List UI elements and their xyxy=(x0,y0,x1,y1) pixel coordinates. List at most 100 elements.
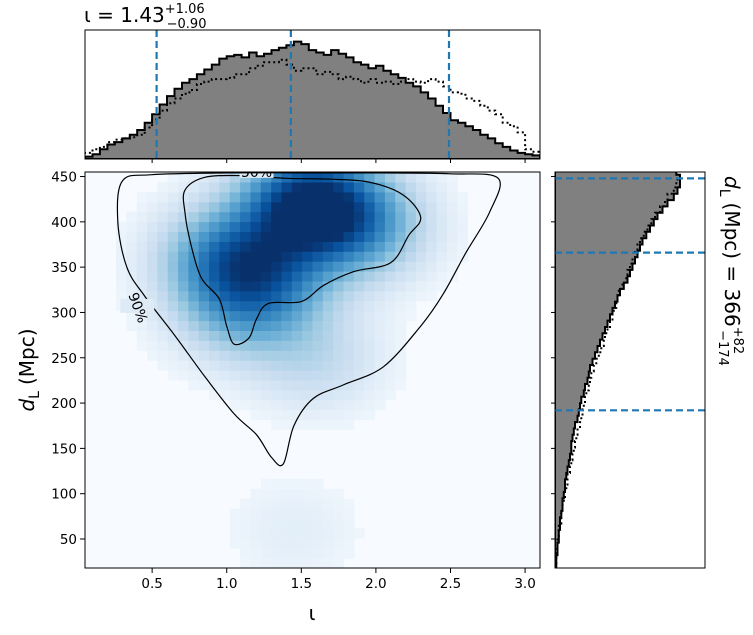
heatmap-cell xyxy=(116,280,127,292)
heatmap-cell xyxy=(271,181,283,193)
heatmap-cell xyxy=(353,340,365,351)
y-tick-label: 350 xyxy=(51,260,77,276)
heatmap-cell xyxy=(126,310,138,322)
heatmap-cell xyxy=(209,360,221,371)
heatmap-cell xyxy=(136,241,148,252)
heatmap-cell xyxy=(147,350,158,361)
heatmap-cell xyxy=(312,251,324,262)
heatmap-cell xyxy=(188,271,200,282)
contour-label: 50% xyxy=(241,165,272,181)
heatmap-cell xyxy=(271,211,283,223)
heatmap-cell xyxy=(364,251,376,262)
heatmap-cell xyxy=(333,508,345,520)
heatmap-cell xyxy=(281,261,293,272)
heatmap-cell xyxy=(333,211,345,223)
heatmap-cell xyxy=(291,280,303,292)
heatmap-cell xyxy=(291,419,303,430)
heatmap-cell xyxy=(209,379,221,391)
heatmap-cell xyxy=(364,241,376,252)
heatmap-cell xyxy=(426,271,438,282)
heatmap-cell xyxy=(147,191,158,203)
heatmap-cell xyxy=(312,558,324,568)
heatmap-cell xyxy=(343,518,355,529)
heatmap-cell xyxy=(167,320,179,331)
heatmap-cell xyxy=(167,310,179,322)
heatmap-cell xyxy=(364,370,376,381)
heatmap-cell xyxy=(281,330,293,341)
heatmap-cell xyxy=(178,370,190,381)
heatmap-cell xyxy=(302,488,314,500)
heatmap-cell xyxy=(436,172,448,183)
heatmap-cell xyxy=(395,280,407,292)
heatmap-cell xyxy=(395,271,407,282)
heatmap-cell xyxy=(333,201,345,213)
heatmap-cell xyxy=(291,409,303,421)
heatmap-cell xyxy=(260,211,272,223)
heatmap-cell xyxy=(229,370,241,381)
heatmap-cell xyxy=(271,280,283,292)
heatmap-cell xyxy=(384,340,396,351)
heatmap-cell xyxy=(240,251,252,262)
heatmap-cell xyxy=(291,508,303,520)
heatmap-cell xyxy=(209,211,221,223)
heatmap-cell xyxy=(260,379,272,391)
x-tick-label: 3.0 xyxy=(514,576,535,592)
heatmap-cell xyxy=(302,330,314,341)
heatmap-cell xyxy=(229,241,241,252)
heatmap-cell xyxy=(333,172,345,183)
heatmap-cell xyxy=(126,221,138,232)
heatmap-cell xyxy=(312,271,324,282)
heatmap-cell xyxy=(178,340,190,351)
heatmap-cell xyxy=(219,370,231,381)
heatmap-cell xyxy=(271,191,283,203)
heatmap-cell xyxy=(157,350,169,361)
heatmap-cell xyxy=(353,350,365,361)
heatmap-cell xyxy=(343,320,355,331)
heatmap-cell xyxy=(333,300,345,312)
top-histogram-dotted xyxy=(85,58,540,159)
heatmap-cell xyxy=(291,399,303,411)
heatmap-cell xyxy=(312,498,324,510)
heatmap-cell xyxy=(395,211,407,223)
heatmap-cell xyxy=(291,558,303,568)
heatmap-cell xyxy=(384,300,396,312)
heatmap-cell xyxy=(198,340,210,351)
heatmap-cell xyxy=(353,399,365,411)
heatmap-cell xyxy=(343,370,355,381)
heatmap-cell xyxy=(167,191,179,203)
heatmap-cell xyxy=(178,201,190,213)
heatmap-cell xyxy=(457,221,469,232)
heatmap-cell xyxy=(384,251,396,262)
contour-line xyxy=(182,174,422,346)
heatmap-cell xyxy=(364,310,376,322)
heatmap-cell xyxy=(353,379,365,391)
heatmap-cell xyxy=(436,261,448,272)
x-tick-label: 0.5 xyxy=(141,576,162,592)
heatmap-cell xyxy=(219,201,231,213)
heatmap-cell xyxy=(260,498,272,510)
heatmap-cell xyxy=(302,221,314,232)
heatmap-cell xyxy=(250,498,262,510)
heatmap-cell xyxy=(291,370,303,381)
heatmap-cell xyxy=(157,221,169,232)
heatmap-cell xyxy=(281,181,293,193)
heatmap-cell xyxy=(312,528,324,539)
heatmap-cell xyxy=(364,399,376,411)
heatmap-cell xyxy=(395,241,407,252)
heatmap-cell xyxy=(281,221,293,232)
heatmap-cell xyxy=(260,280,272,292)
heatmap-cell xyxy=(415,271,427,282)
heatmap-cell xyxy=(198,310,210,322)
heatmap-cell xyxy=(188,370,200,381)
heatmap-cell xyxy=(405,241,417,252)
heatmap-cell xyxy=(250,488,262,500)
heatmap-cell xyxy=(343,211,355,223)
heatmap-cell xyxy=(240,290,252,302)
heatmap-cell xyxy=(281,191,293,203)
heatmap-cell xyxy=(157,261,169,272)
heatmap-cell xyxy=(384,211,396,223)
heatmap-cell xyxy=(260,320,272,331)
heatmap-cell xyxy=(147,271,158,282)
heatmap-cell xyxy=(333,221,345,232)
heatmap-cell xyxy=(322,261,334,272)
